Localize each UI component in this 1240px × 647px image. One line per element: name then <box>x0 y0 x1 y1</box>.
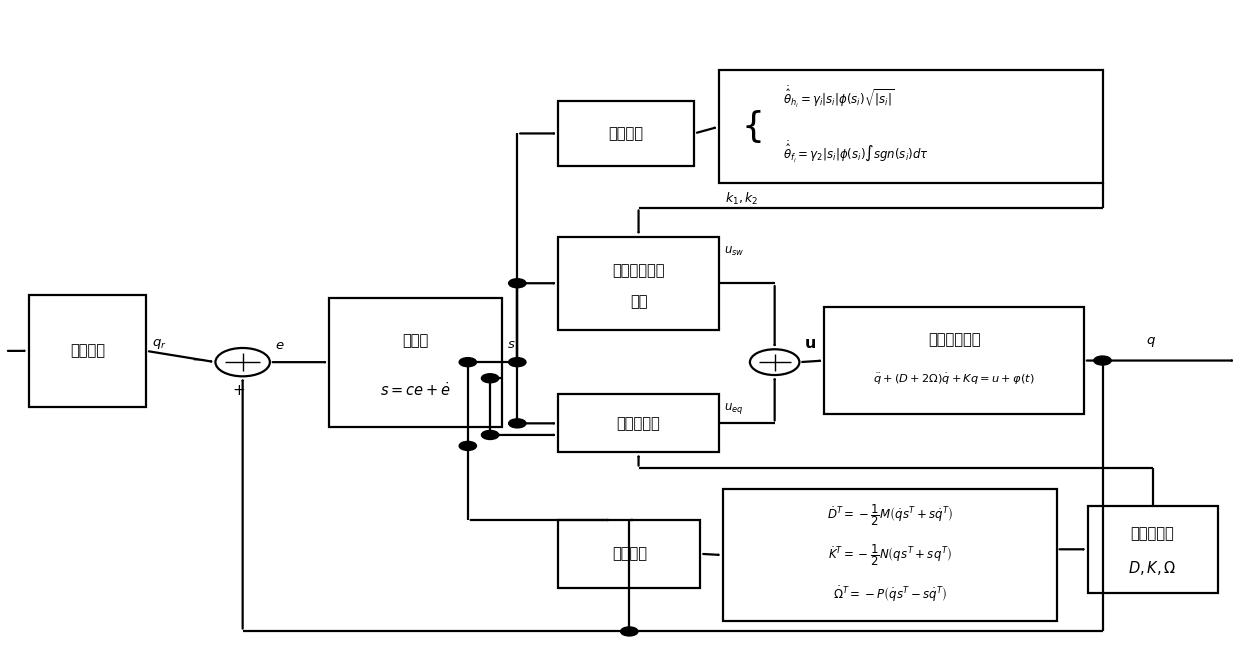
Text: $\{$: $\{$ <box>742 108 761 145</box>
Text: +: + <box>233 383 246 398</box>
Circle shape <box>508 279 526 288</box>
Text: $\dot{\hat{\theta}}_{f_i} = \gamma_2|s_i|\phi(s_i)\int sgn(s_i)d\tau$: $\dot{\hat{\theta}}_{f_i} = \gamma_2|s_i… <box>784 139 929 164</box>
Bar <box>558 101 694 166</box>
Circle shape <box>481 430 498 439</box>
Text: $\dot{\hat{\theta}}_{h_i} = \gamma_i|s_i|\phi(s_i)\sqrt{|s_i|}$: $\dot{\hat{\theta}}_{h_i} = \gamma_i|s_i… <box>784 85 895 110</box>
Text: $q$: $q$ <box>1146 335 1156 349</box>
Bar <box>558 237 719 330</box>
Text: 模糊逼近: 模糊逼近 <box>609 126 644 141</box>
Circle shape <box>1094 356 1111 365</box>
Text: $\dot{\Omega}^T = -P\left(\dot{q}s^T - s\dot{q}^T\right)$: $\dot{\Omega}^T = -P\left(\dot{q}s^T - s… <box>832 585 947 604</box>
Bar <box>723 489 1056 621</box>
Text: $\ddot{q}+(D+2\Omega)\dot{q}+Kq=u+\varphi(t)$: $\ddot{q}+(D+2\Omega)\dot{q}+Kq=u+\varph… <box>873 372 1035 388</box>
Text: 等效控制器: 等效控制器 <box>616 416 661 431</box>
Text: $s = ce + \dot{e}$: $s = ce + \dot{e}$ <box>381 382 451 399</box>
Text: 自适应律: 自适应律 <box>611 546 647 562</box>
Text: $D,K,\Omega$: $D,K,\Omega$ <box>1128 560 1177 577</box>
Bar <box>29 294 146 407</box>
Text: $q_r$: $q_r$ <box>153 336 167 351</box>
Text: $u_{eq}$: $u_{eq}$ <box>724 400 743 415</box>
Text: $u_{sw}$: $u_{sw}$ <box>724 245 744 258</box>
Circle shape <box>508 358 526 367</box>
Circle shape <box>508 419 526 428</box>
Circle shape <box>750 349 800 375</box>
Text: $k_1, k_2$: $k_1, k_2$ <box>725 191 759 207</box>
Text: 参数估计值: 参数估计值 <box>1131 526 1174 541</box>
Text: 超扭曲滑模控: 超扭曲滑模控 <box>613 263 665 279</box>
Circle shape <box>620 627 637 636</box>
Text: 滑模面: 滑模面 <box>403 333 429 347</box>
Circle shape <box>216 348 270 377</box>
Text: 制器: 制器 <box>630 294 647 309</box>
Text: $\dot{D}^T = -\dfrac{1}{2}M\left(\dot{q}s^T + s\dot{q}^T\right)$: $\dot{D}^T = -\dfrac{1}{2}M\left(\dot{q}… <box>827 503 952 529</box>
Bar <box>1087 506 1218 593</box>
Bar <box>558 395 719 452</box>
Bar <box>719 71 1102 183</box>
Text: $s$: $s$ <box>507 338 516 351</box>
Text: $\mathbf{u}$: $\mathbf{u}$ <box>805 336 816 351</box>
Bar <box>558 520 701 587</box>
Circle shape <box>459 358 476 367</box>
Bar <box>825 307 1084 413</box>
Bar <box>330 298 502 426</box>
Text: $\dot{K}^T = -\dfrac{1}{2}N\left(qs^T + sq^T\right)$: $\dot{K}^T = -\dfrac{1}{2}N\left(qs^T + … <box>827 542 952 568</box>
Text: 微陀螺仪系统: 微陀螺仪系统 <box>928 332 981 347</box>
Circle shape <box>481 374 498 383</box>
Circle shape <box>459 441 476 450</box>
Text: 参考模型: 参考模型 <box>69 344 105 358</box>
Text: $e$: $e$ <box>275 339 284 352</box>
Text: −: − <box>192 351 206 369</box>
